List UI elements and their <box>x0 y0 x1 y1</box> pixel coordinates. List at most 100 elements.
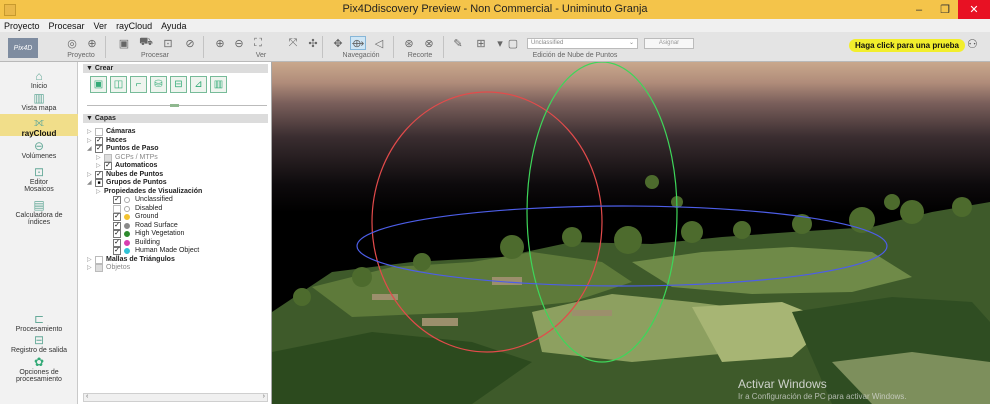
layer-checkbox[interactable] <box>113 204 121 213</box>
layer-row[interactable]: ✓ Road Surface <box>105 221 178 230</box>
create-rectangle-icon[interactable]: ▣ <box>90 76 107 93</box>
point-class-dropdown[interactable]: Unclassified ⌄ <box>527 38 638 49</box>
scroll-left-icon[interactable]: ‹ <box>86 393 89 400</box>
expand-toggle-icon[interactable]: ◢ <box>87 180 92 186</box>
nav-opciones-procesamiento[interactable]: ✿ Opciones de procesamiento <box>9 356 69 383</box>
create-orthoplane-icon[interactable]: ⊟ <box>170 76 187 93</box>
layer-checkbox[interactable] <box>104 153 112 162</box>
orbit-ring-green[interactable] <box>526 62 678 363</box>
create-point-icon[interactable]: ▥ <box>210 76 227 93</box>
expand-toggle-icon[interactable]: ▷ <box>87 137 92 144</box>
splitter-handle[interactable] <box>170 104 179 107</box>
fly-nav-icon[interactable]: ◁ <box>374 37 384 50</box>
process-options-icon[interactable]: ⊘ <box>185 37 195 50</box>
nav-raycloud[interactable]: ⟗ rayCloud <box>0 114 78 138</box>
menu-procesar[interactable]: Procesar <box>48 20 85 31</box>
close-icon[interactable]: ✕ <box>958 0 990 19</box>
new-project-icon[interactable]: ◎ <box>67 37 77 50</box>
nav-editor-mosaicos[interactable]: ⊡ Editor Mosaicos <box>17 166 61 193</box>
create-volume-icon[interactable]: ⛁ <box>150 76 167 93</box>
process-step2-icon[interactable]: ⛟ <box>139 36 153 48</box>
capas-section-header[interactable]: ▼ Capas <box>83 114 268 123</box>
layer-checkbox[interactable]: ✓ <box>95 170 103 179</box>
create-polygon-icon[interactable]: ◫ <box>110 76 127 93</box>
menu-raycloud[interactable]: rayCloud <box>116 20 153 31</box>
layer-checkbox[interactable] <box>95 128 103 136</box>
layer-checkbox[interactable]: ✓ <box>113 213 121 221</box>
layer-row[interactable]: ◢ ✓ Puntos de Paso <box>87 145 159 153</box>
layer-checkbox[interactable]: ✓ <box>113 230 121 238</box>
layer-checkbox[interactable] <box>95 264 103 272</box>
layer-checkbox[interactable] <box>95 255 103 264</box>
nav-procesamiento[interactable]: ⊏ Procesamiento <box>0 313 78 333</box>
open-project-icon[interactable]: ⊕ <box>87 37 97 50</box>
perspective-icon[interactable]: ✣ <box>308 37 318 50</box>
horizontal-scrollbar[interactable]: ‹ › <box>83 393 268 402</box>
process-step1-icon[interactable]: ▣ <box>118 37 130 50</box>
layer-row[interactable]: ✓ High Vegetation <box>105 230 184 238</box>
layer-checkbox[interactable]: ■ <box>95 179 103 187</box>
expand-toggle-icon[interactable]: ▷ <box>87 256 92 263</box>
menu-ver[interactable]: Ver <box>93 20 108 31</box>
layer-checkbox[interactable]: ✓ <box>113 196 121 204</box>
layer-checkbox[interactable]: ✓ <box>113 247 121 255</box>
create-scale-icon[interactable]: ⊿ <box>190 76 207 93</box>
layer-row[interactable]: ▷ Mallas de Triángulos <box>87 255 175 264</box>
layer-row[interactable]: ▷ ✓ Haces <box>87 136 127 145</box>
clip-edit-icon[interactable]: ⊗ <box>424 37 434 50</box>
nav-inicio[interactable]: ⌂ Inicio <box>0 70 78 90</box>
rect-selection-icon[interactable]: ▢ <box>507 37 519 50</box>
layer-row[interactable]: ▷ ✓ Nubes de Puntos <box>87 170 163 179</box>
nav-calculadora-indices[interactable]: ▤ Calculadora de índices <box>13 199 65 226</box>
layer-row[interactable]: Disabled <box>105 204 162 213</box>
layer-checkbox[interactable]: ✓ <box>104 162 112 170</box>
expand-toggle-icon[interactable]: ▷ <box>96 154 101 161</box>
menu-proyecto[interactable]: Proyecto <box>4 20 40 31</box>
layer-row[interactable]: ▷ Cámaras <box>87 128 136 136</box>
orbit-nav-icon[interactable]: ⟴ <box>350 36 366 50</box>
layer-row[interactable]: ✓ Human Made Object <box>105 247 199 255</box>
orbit-ring-blue[interactable] <box>356 205 888 287</box>
raycloud-3d-viewport[interactable]: Activar Windows Ir a Configuración de PC… <box>272 62 990 404</box>
nav-vista-mapa[interactable]: ▥ Vista mapa <box>0 92 78 112</box>
nav-registro-salida[interactable]: ⊟ Registro de salida <box>0 334 78 354</box>
trackball-nav-icon[interactable]: ✥ <box>333 37 343 50</box>
minimize-icon[interactable]: – <box>915 3 923 16</box>
fullscreen-icon[interactable]: ⤧ <box>288 36 298 49</box>
layer-checkbox[interactable]: ✓ <box>113 221 121 230</box>
nav-volumenes[interactable]: ⊖ Volúmenes <box>0 140 78 160</box>
layer-row[interactable]: ▷ Propiedades de Visualización <box>96 188 202 196</box>
layer-row[interactable]: ▷ GCPs / MTPs <box>96 153 158 162</box>
expand-toggle-icon[interactable]: ▷ <box>96 163 101 169</box>
clip-box-icon[interactable]: ⊛ <box>404 37 414 50</box>
edit-points-icon[interactable]: ✎ <box>453 37 463 50</box>
process-step3-icon[interactable]: ⊡ <box>163 37 173 50</box>
restore-icon[interactable]: ❐ <box>940 4 950 16</box>
layer-checkbox[interactable]: ✓ <box>113 238 121 247</box>
layer-row[interactable]: ✓ Ground <box>105 213 158 221</box>
create-polyline-icon[interactable]: ⌐ <box>130 76 147 93</box>
crear-section-header[interactable]: ▼ Crear <box>83 64 268 73</box>
menu-ayuda[interactable]: Ayuda <box>161 20 187 31</box>
selection-mode-icon[interactable]: ▾ <box>497 37 503 50</box>
expand-toggle-icon[interactable]: ▷ <box>87 171 92 178</box>
zoom-extents-icon[interactable]: ⛶ <box>254 36 262 49</box>
user-icon[interactable]: ⚇ <box>967 37 978 51</box>
orbit-ring-red[interactable] <box>371 91 603 353</box>
scroll-right-icon[interactable]: › <box>262 393 265 400</box>
layer-row[interactable]: ✓ Building <box>105 238 160 247</box>
expand-toggle-icon[interactable]: ▷ <box>87 129 92 135</box>
layer-row[interactable]: ▷ Objetos <box>87 264 130 272</box>
assign-button[interactable]: Asignar <box>644 38 694 49</box>
add-selection-icon[interactable]: ⊞ <box>476 37 486 50</box>
expand-toggle-icon[interactable]: ◢ <box>87 146 92 152</box>
trial-button[interactable]: Haga click para una prueba <box>849 39 965 52</box>
layer-checkbox[interactable]: ✓ <box>95 145 103 153</box>
layer-row[interactable]: ▷ ✓ Automaticos <box>96 162 157 170</box>
layer-row[interactable]: ◢ ■ Grupos de Puntos <box>87 179 167 187</box>
zoom-out-icon[interactable]: ⊖ <box>234 37 244 50</box>
expand-toggle-icon[interactable]: ▷ <box>87 265 92 271</box>
expand-toggle-icon[interactable]: ▷ <box>96 188 101 195</box>
layer-checkbox[interactable]: ✓ <box>95 136 103 145</box>
layer-row[interactable]: ✓ Unclassified <box>105 196 173 204</box>
